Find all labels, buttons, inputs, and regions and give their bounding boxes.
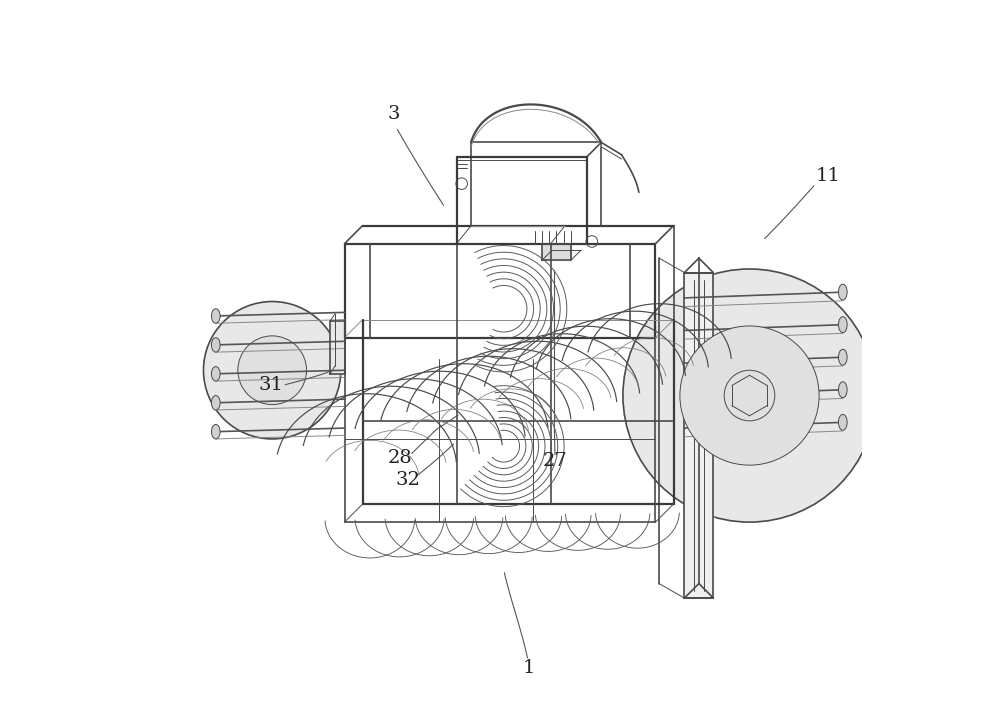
Ellipse shape [211,338,220,352]
Circle shape [238,336,307,404]
Text: 11: 11 [815,167,840,184]
Polygon shape [542,244,571,261]
Circle shape [680,326,819,465]
Ellipse shape [211,309,220,323]
Text: 32: 32 [396,470,421,489]
Text: 28: 28 [388,449,413,467]
Ellipse shape [211,396,220,410]
Ellipse shape [838,349,847,365]
Text: 3: 3 [387,105,400,123]
Ellipse shape [838,382,847,398]
Text: 27: 27 [543,452,567,470]
Ellipse shape [838,415,847,431]
Ellipse shape [211,425,220,439]
Ellipse shape [838,317,847,333]
Polygon shape [684,272,713,598]
Text: 1: 1 [523,658,535,677]
Ellipse shape [838,284,847,300]
Ellipse shape [211,367,220,381]
Circle shape [203,301,341,439]
Text: 31: 31 [258,376,283,393]
Polygon shape [330,321,345,374]
Circle shape [623,269,876,522]
